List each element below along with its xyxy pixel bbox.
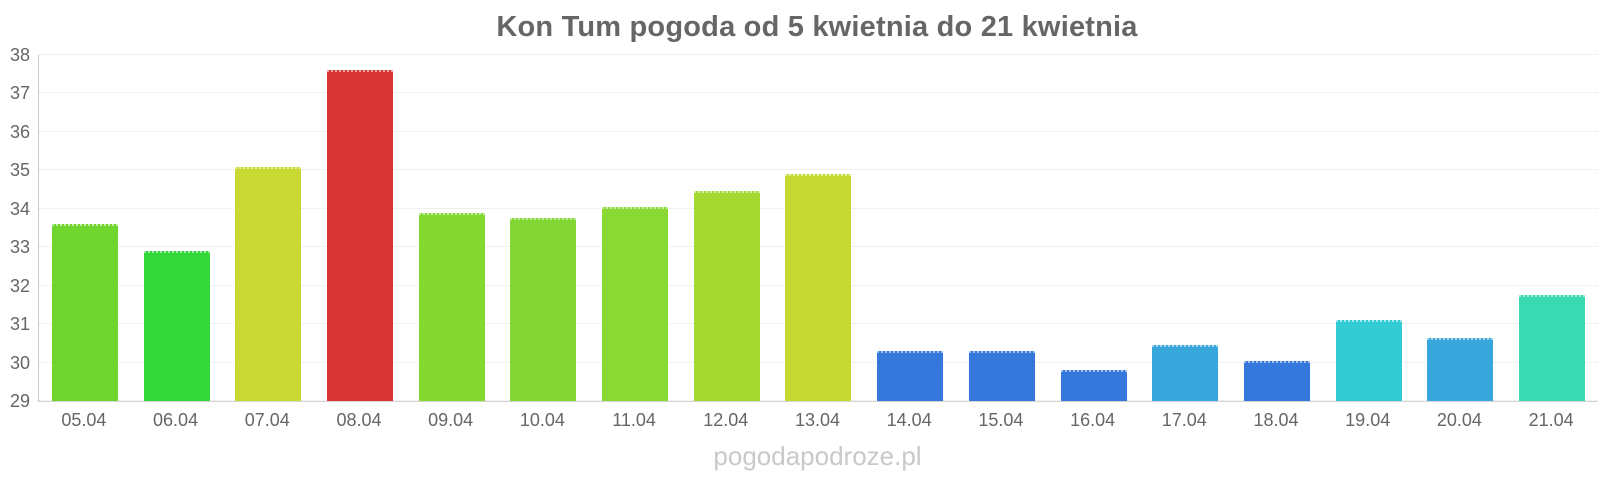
x-tick-label: 12.04 xyxy=(703,410,749,430)
bar-slot xyxy=(589,55,681,401)
y-tick-label: 31 xyxy=(9,314,30,335)
bar-slot xyxy=(1415,55,1507,401)
x-tick-label: 14.04 xyxy=(886,410,932,430)
bar-12.04[interactable] xyxy=(693,191,760,401)
x-tick-label: 15.04 xyxy=(978,410,1024,430)
chart-title: Kon Tum pogoda od 5 kwietnia do 21 kwiet… xyxy=(496,11,1138,43)
bar-18.04[interactable] xyxy=(1243,360,1310,401)
bar-slot xyxy=(1139,55,1231,401)
bar-slot xyxy=(222,55,314,401)
y-gridline xyxy=(39,130,1598,132)
bar-slot xyxy=(956,55,1048,401)
bar-06.04[interactable] xyxy=(143,251,210,401)
x-tick-label: 08.04 xyxy=(336,410,382,430)
bars-layer xyxy=(39,55,1598,401)
bar-08.04[interactable] xyxy=(326,70,393,401)
x-axis: 05.04 06.04 07.04 08.04 09.04 10.04 11.04 12.04… xyxy=(38,403,1597,431)
bar-15.04[interactable] xyxy=(968,351,1035,401)
x-tick-label: 07.04 xyxy=(244,410,290,430)
y-tick-label: 29 xyxy=(9,391,30,411)
bar-07.04[interactable] xyxy=(235,166,302,401)
bar-slot xyxy=(773,55,865,401)
x-tick-label: 16.04 xyxy=(1070,410,1116,430)
bar-slot xyxy=(1231,55,1323,401)
bar-slot xyxy=(1323,55,1415,401)
y-gridline xyxy=(39,92,1598,94)
bar-16.04[interactable] xyxy=(1060,370,1127,401)
y-tick-label: 36 xyxy=(9,121,30,142)
bar-10.04[interactable] xyxy=(510,218,577,401)
x-tick-label: 11.04 xyxy=(612,410,656,430)
bar-14.04[interactable] xyxy=(877,351,944,401)
bar-slot xyxy=(314,55,406,401)
y-tick-label: 37 xyxy=(9,83,30,104)
y-tick-label: 38 xyxy=(9,45,30,65)
y-tick-label: 35 xyxy=(9,160,30,181)
y-axis: 29 30 31 32 33 34 35 36 37 38 xyxy=(0,46,38,410)
x-tick-label: 10.04 xyxy=(519,410,565,430)
y-gridline xyxy=(39,54,1598,55)
bar-13.04[interactable] xyxy=(785,174,852,401)
y-tick-label: 30 xyxy=(9,352,30,373)
x-tick-label: 19.04 xyxy=(1345,410,1391,430)
bar-21.04[interactable] xyxy=(1519,295,1586,401)
x-tick-label: 21.04 xyxy=(1528,410,1574,430)
bar-20.04[interactable] xyxy=(1427,337,1494,401)
bar-slot xyxy=(498,55,590,401)
bar-11.04[interactable] xyxy=(602,206,669,401)
bar-slot xyxy=(864,55,956,401)
bar-05.04[interactable] xyxy=(51,224,118,401)
bar-slot xyxy=(131,55,223,401)
bar-slot xyxy=(1506,55,1598,401)
bar-slot xyxy=(406,55,498,401)
x-tick-label: 17.04 xyxy=(1161,410,1207,430)
bar-slot xyxy=(39,55,131,401)
x-tick-label: 09.04 xyxy=(428,410,474,430)
bar-slot xyxy=(681,55,773,401)
bar-09.04[interactable] xyxy=(418,212,485,401)
bar-19.04[interactable] xyxy=(1335,320,1402,401)
watermark: pogodapodroze.pl xyxy=(713,441,922,471)
x-tick-label: 13.04 xyxy=(794,410,840,430)
y-gridline xyxy=(39,169,1598,171)
bar-17.04[interactable] xyxy=(1152,345,1219,401)
bar-slot xyxy=(1048,55,1140,401)
y-tick-label: 34 xyxy=(9,198,30,219)
y-tick-label: 33 xyxy=(9,237,30,258)
plot-area xyxy=(38,54,1598,402)
x-tick-label: 20.04 xyxy=(1436,410,1482,430)
x-tick-label: 18.04 xyxy=(1253,410,1299,430)
x-tick-label: 06.04 xyxy=(153,410,199,430)
y-tick-label: 32 xyxy=(9,275,30,296)
x-tick-label: 05.04 xyxy=(61,410,107,430)
